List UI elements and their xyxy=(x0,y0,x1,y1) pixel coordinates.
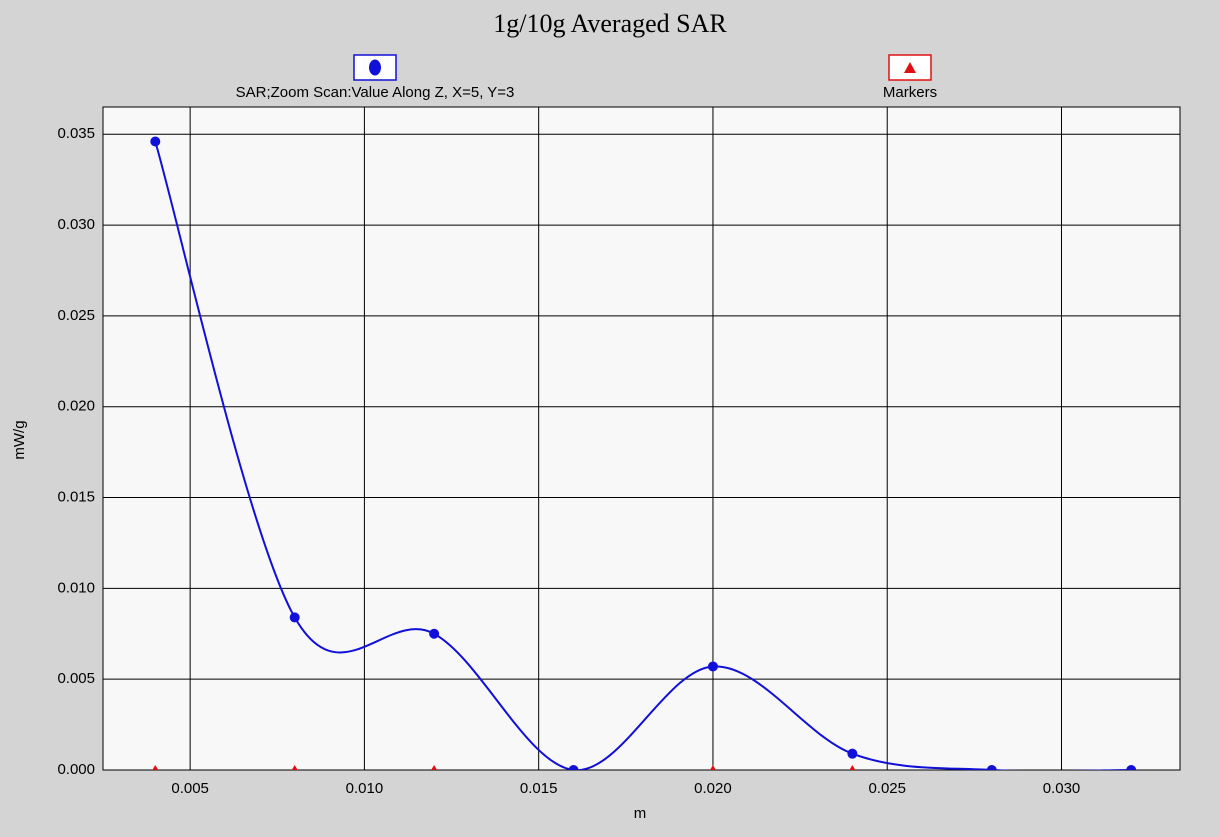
x-tick-label: 0.030 xyxy=(1043,780,1081,797)
x-tick-label: 0.010 xyxy=(346,780,384,797)
x-tick-label: 0.020 xyxy=(694,780,732,797)
chart-title: 1g/10g Averaged SAR xyxy=(493,9,727,38)
data-point xyxy=(707,661,718,672)
data-point xyxy=(1126,765,1137,770)
data-point xyxy=(568,765,579,770)
x-axis-label: m xyxy=(634,805,647,822)
marker-triangle xyxy=(431,765,438,770)
data-point xyxy=(429,628,440,639)
marker-triangle xyxy=(849,765,856,770)
marker-triangle xyxy=(291,765,298,770)
y-tick-label: 0.025 xyxy=(57,307,95,324)
data-point xyxy=(289,612,300,623)
y-tick-label: 0.030 xyxy=(57,216,95,233)
legend-label: SAR;Zoom Scan:Value Along Z, X=5, Y=3 xyxy=(236,84,515,101)
x-tick-label: 0.015 xyxy=(520,780,558,797)
y-tick-label: 0.010 xyxy=(57,579,95,596)
x-tick-label: 0.025 xyxy=(868,780,906,797)
y-tick-label: 0.005 xyxy=(57,670,95,687)
data-point xyxy=(150,136,161,147)
legend-symbol xyxy=(369,59,381,76)
marker-triangle xyxy=(152,765,159,770)
y-tick-label: 0.015 xyxy=(57,489,95,506)
plot-area xyxy=(102,106,1181,771)
marker-triangle xyxy=(709,765,716,770)
y-axis-label: mW/g xyxy=(11,420,28,459)
legend-symbol xyxy=(904,62,916,73)
legend-label: Markers xyxy=(883,84,937,101)
data-point xyxy=(986,765,997,770)
data-point xyxy=(847,748,858,759)
series-line xyxy=(154,141,1132,770)
y-tick-label: 0.020 xyxy=(57,398,95,415)
plot-content xyxy=(150,136,1137,770)
y-tick-label: 0.000 xyxy=(57,761,95,778)
y-tick-label: 0.035 xyxy=(57,125,95,142)
x-tick-label: 0.005 xyxy=(171,780,209,797)
